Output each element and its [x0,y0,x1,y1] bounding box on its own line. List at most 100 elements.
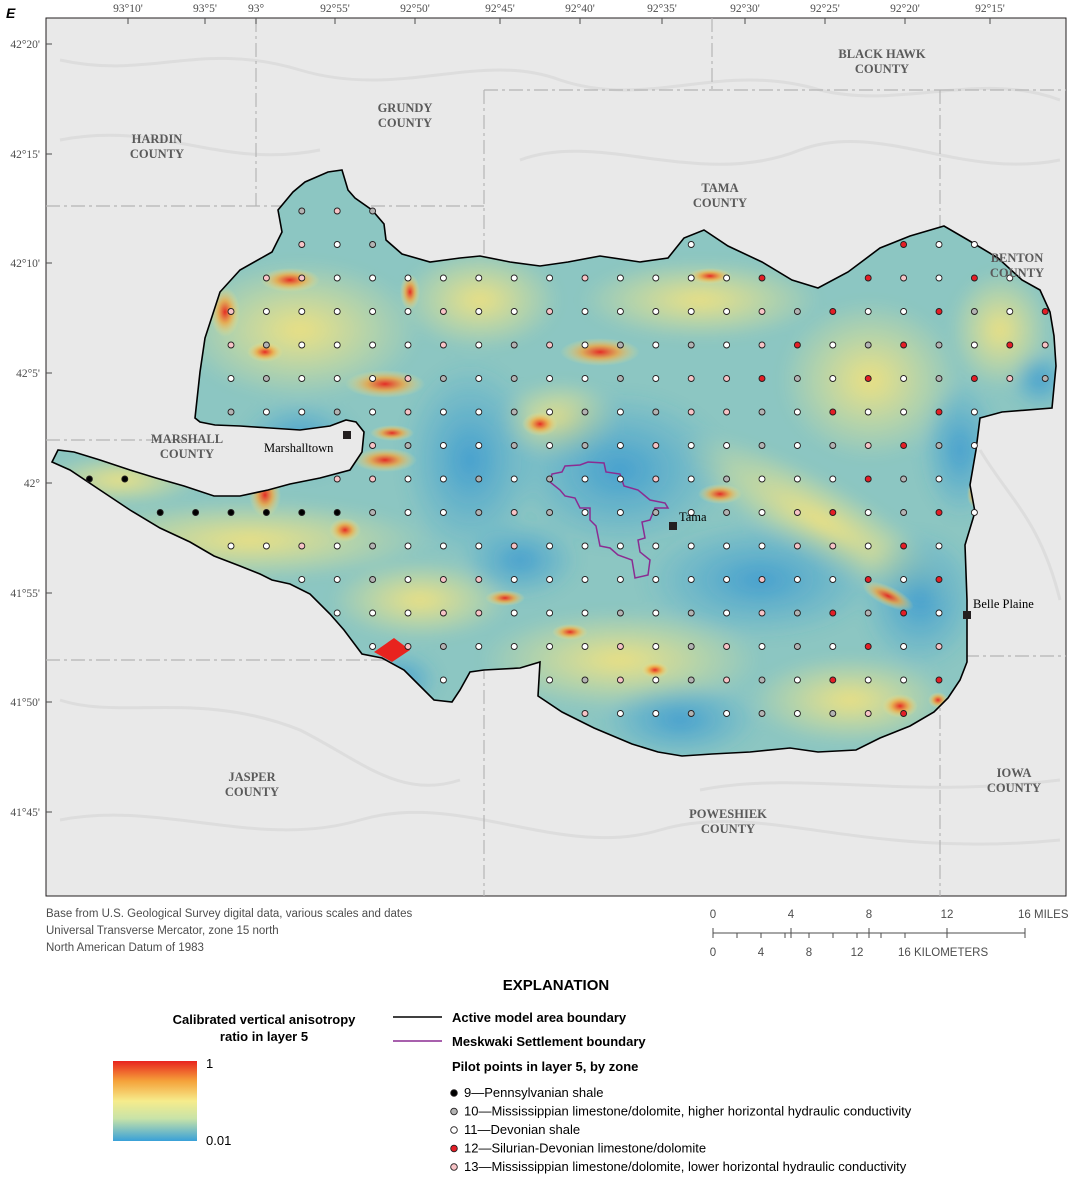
pilot-point [723,308,731,315]
pilot-point [616,408,624,416]
pilot-point [687,676,695,684]
pilot-point [758,442,766,449]
pilot-point [369,308,377,315]
pilot-point [85,475,93,483]
pilot-point [227,542,235,550]
longitude-label: 92°15' [975,3,1005,15]
pilot-point [652,408,660,416]
pilot-point [864,710,872,717]
pilot-point [475,609,483,617]
latitude-label: 41°50' [10,697,40,709]
latitude-label: 42°10' [10,258,40,270]
pilot-point [262,308,270,315]
pilot-point [758,408,766,416]
pilot-point [935,676,943,684]
pilot-point [616,576,624,583]
pilot-point [935,375,943,382]
pilot-point [1041,375,1049,382]
pilot-point [935,475,943,483]
pilot-point [652,475,660,483]
zone-swatch [450,1144,458,1153]
pilot-point [333,609,341,617]
latitude-labels: 42°20' 42°15' 42°10' 42°5' 42° 41°55' 41°50' 41… [10,39,52,819]
pilot-point [510,442,518,449]
latitude-label: 41°45' [10,807,40,819]
pilot-point [227,408,235,416]
scale-km-12: 12 [851,947,864,959]
longitude-label: 92°50' [400,3,430,15]
pilot-point [900,542,908,550]
pilot-point [298,542,306,550]
pilot-point [829,576,837,583]
pilot-point [262,274,270,282]
pilot-point [581,609,589,617]
pilot-point [262,341,270,349]
zone-label: 10—Mississippian limestone/dolomite, hig… [464,1104,912,1119]
pilot-point [935,509,943,516]
pilot-point [475,442,483,449]
marshalltown-label: Marshalltown [264,441,334,455]
pilot-point [864,375,872,382]
county-tama: TAMA COUNTY [693,181,747,210]
pilot-point [369,609,377,617]
pilot-point [333,576,341,583]
pilot-point [829,408,837,416]
pilot-point [758,375,766,382]
pilot-point [404,475,412,483]
pilot-point [652,308,660,315]
pilot-point [581,375,589,382]
pilot-point [723,643,731,650]
longitude-label: 92°40' [565,3,595,15]
scale-km-0: 0 [710,947,716,959]
pilot-point [439,643,447,650]
base-note-line3: North American Datum of 1983 [46,942,204,954]
pilot-point [1041,308,1049,315]
pilot-point [369,509,377,516]
pilot-point [581,676,589,684]
pilot-point [687,509,695,516]
pilot-point [829,509,837,516]
pilot-point [687,375,695,382]
meskwaki-boundary-label: Meskwaki Settlement boundary [452,1034,646,1049]
pilot-points [85,207,1049,717]
pilot-point [546,509,554,516]
scale-mi-12: 12 [941,909,954,921]
zone-label: 9—Pennsylvanian shale [464,1085,603,1100]
pilot-point [652,341,660,349]
pilot-point [475,475,483,483]
pilot-point [475,509,483,516]
longitude-label: 93° [248,3,265,15]
pilot-point [829,609,837,617]
pilot-point [475,308,483,315]
pilot-point [652,576,660,583]
longitude-label: 92°25' [810,3,840,15]
pilot-point [864,408,872,416]
pilot-point [935,442,943,449]
pilot-point [369,375,377,382]
pilot-point [581,710,589,717]
pilot-point [369,207,377,215]
county-poweshiek: POWESHIEK COUNTY [689,807,767,836]
pilot-point [1006,274,1014,282]
pilot-point [369,576,377,583]
ramp-min-label: 0.01 [206,1133,231,1148]
pilot-point [333,274,341,282]
pilot-point [829,643,837,650]
pilot-point [758,609,766,617]
pilot-point [333,542,341,550]
pilot-point [900,576,908,583]
scale-mi-8: 8 [866,909,872,921]
scale-mi-0: 0 [710,909,716,921]
pilot-point [935,542,943,550]
pilot-point [864,609,872,617]
county-jasper: JASPER COUNTY [225,770,279,799]
county-black-hawk: BLACK HAWK COUNTY [838,47,925,76]
pilot-point [687,308,695,315]
pilot-point [546,341,554,349]
longitude-label: 93°5' [193,3,217,15]
pilot-point [192,509,200,516]
pilot-point [970,341,978,349]
pilot-point [581,576,589,583]
pilot-point [510,576,518,583]
scale-km-16: 16 KILOMETERS [898,947,988,959]
